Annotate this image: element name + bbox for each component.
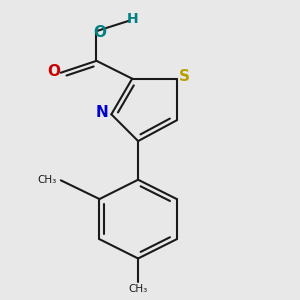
Text: O: O (93, 25, 106, 40)
Text: CH₃: CH₃ (37, 175, 56, 185)
Text: CH₃: CH₃ (128, 284, 148, 294)
Text: S: S (179, 69, 190, 84)
Text: N: N (96, 105, 109, 120)
Text: H: H (126, 12, 138, 26)
Text: O: O (47, 64, 60, 79)
